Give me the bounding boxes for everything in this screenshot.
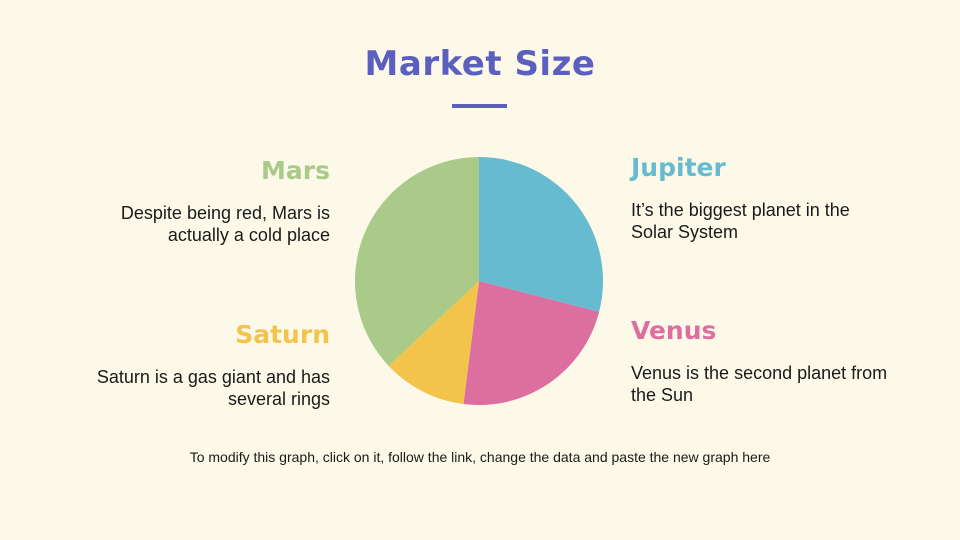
- chart-title: Market Size: [364, 44, 596, 84]
- legend-jupiter-desc: It’s the biggest planet in the Solar Sys…: [631, 200, 850, 242]
- legend-jupiter-name: Jupiter: [631, 153, 726, 182]
- legend-saturn-name: Saturn: [235, 320, 330, 349]
- legend-venus: Venus Venus is the second planet from th…: [631, 316, 891, 406]
- title-underline: [452, 104, 507, 108]
- legend-mars-desc: Despite being red, Mars is actually a co…: [120, 203, 330, 245]
- legend-jupiter: Jupiter It’s the biggest planet in the S…: [631, 153, 891, 243]
- legend-venus-name: Venus: [631, 316, 717, 345]
- legend-mars: Mars Despite being red, Mars is actually…: [70, 156, 330, 246]
- pie-slice-mars[interactable]: [355, 157, 479, 366]
- pie-slice-saturn[interactable]: [388, 281, 479, 405]
- legend-venus-desc: Venus is the second planet from the Sun: [631, 363, 888, 405]
- legend-mars-name: Mars: [261, 156, 330, 185]
- pie-slice-jupiter[interactable]: [479, 157, 603, 312]
- footnote: To modify this graph, click on it, follo…: [189, 449, 771, 465]
- legend-saturn-desc: Saturn is a gas giant and has several ri…: [96, 367, 330, 409]
- pie-slice-venus[interactable]: [463, 281, 600, 405]
- legend-saturn: Saturn Saturn is a gas giant and has sev…: [70, 320, 330, 410]
